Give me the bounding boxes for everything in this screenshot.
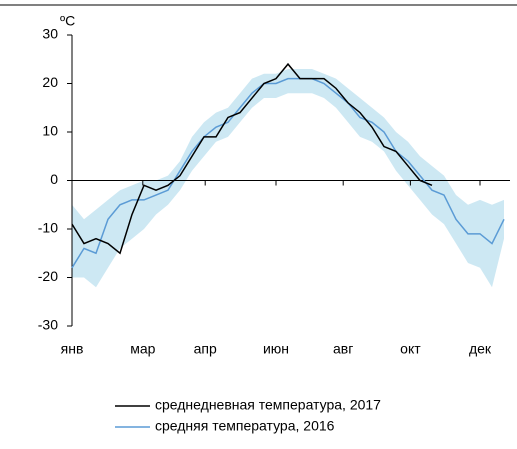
x-tick-label: мар — [130, 341, 155, 357]
x-tick-label: окт — [400, 341, 421, 357]
x-tick-label: апр — [194, 341, 217, 357]
x-tick-label: авг — [333, 341, 353, 357]
x-tick-label: янв — [61, 341, 84, 357]
x-tick-label: дек — [469, 341, 492, 357]
y-tick-label: 20 — [42, 74, 58, 90]
legend-label: средняя температура, 2016 — [155, 418, 335, 434]
y-tick-label: -30 — [38, 317, 58, 333]
x-tick-label: июн — [263, 341, 289, 357]
range-band — [72, 68, 504, 288]
y-unit: ºC — [60, 13, 75, 29]
series-line — [71, 62, 433, 255]
y-tick-label: 0 — [50, 171, 58, 187]
y-tick-label: 30 — [42, 26, 58, 42]
y-tick-label: -10 — [38, 220, 58, 236]
y-tick-label: -20 — [38, 268, 58, 284]
y-tick-label: 10 — [42, 123, 58, 139]
series-line — [71, 77, 505, 269]
legend-label: среднедневная температура, 2017 — [155, 397, 381, 413]
